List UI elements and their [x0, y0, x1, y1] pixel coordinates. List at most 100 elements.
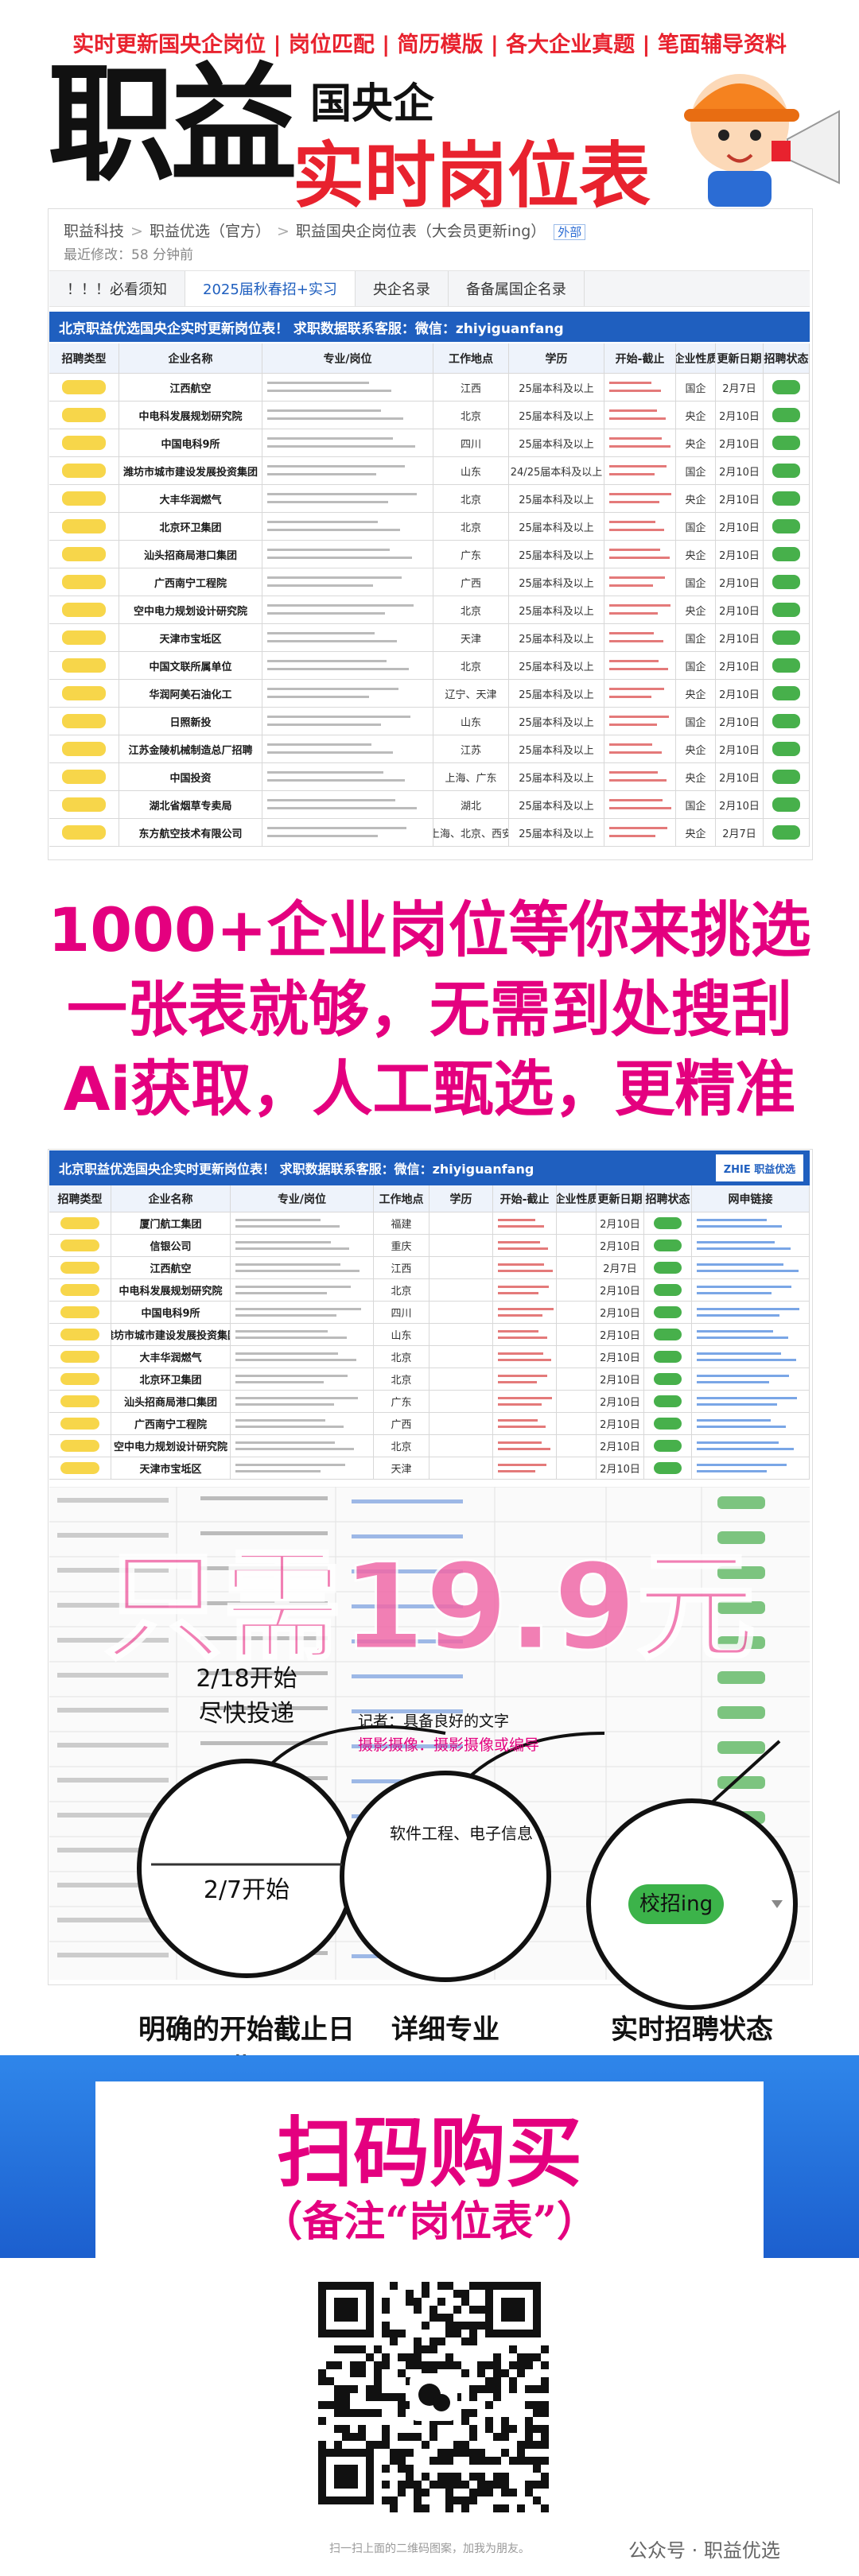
cell [49, 457, 119, 485]
qr-caption: 扫一扫上面的二维码图案，加我为朋友。 [329, 2543, 530, 2555]
cell [764, 568, 810, 596]
blur-shape [445, 2496, 453, 2504]
blur-shape [541, 2345, 549, 2353]
text-line [609, 807, 672, 810]
text-line [498, 1225, 544, 1228]
cell [49, 1235, 111, 1257]
cell [493, 1346, 557, 1368]
blur-shape [382, 2496, 390, 2504]
text-line [609, 576, 666, 579]
blur-shape [461, 2322, 469, 2330]
cell [231, 1302, 374, 1324]
text-line [609, 715, 669, 718]
blur-shape [501, 2504, 509, 2512]
status-pill: 校招ing [639, 1892, 713, 1916]
blur-shape [541, 2377, 549, 2385]
logo: ZHIE 职益优选 [716, 1154, 803, 1181]
text-line [697, 1448, 794, 1451]
cell: 2月10日 [597, 1457, 644, 1480]
status-pill [772, 546, 800, 562]
blur-shape [541, 2441, 549, 2449]
blur-shape [493, 2385, 501, 2393]
status-pill [653, 1418, 682, 1430]
cell: 2月10日 [597, 1346, 644, 1368]
blur-shape [422, 2345, 430, 2353]
blur-shape [517, 2361, 525, 2369]
blur-shape [525, 2353, 533, 2361]
cell: 2月10日 [597, 1391, 644, 1413]
blur-shape [469, 2489, 477, 2496]
cell [49, 568, 119, 596]
blur-shape [398, 2449, 406, 2457]
brand: 职益 [48, 50, 297, 199]
cell: 2月10日 [716, 596, 764, 624]
blur-shape [477, 2369, 485, 2377]
blur-shape [382, 2322, 390, 2330]
text-line [609, 417, 667, 421]
cell: 天津 [433, 624, 509, 652]
text-line [609, 826, 667, 829]
cell [764, 791, 810, 819]
cell [557, 1324, 597, 1346]
cell: 2月10日 [716, 791, 764, 819]
blur-shape [445, 2361, 453, 2369]
text-line [235, 1263, 341, 1266]
tab-bar: ！！！必看须知 2025届秋春招+实习 央企名录 备备属国企名录 [49, 270, 810, 307]
blur-shape [525, 2441, 533, 2449]
type-pill [60, 1351, 99, 1363]
cell: 国企 [676, 624, 716, 652]
tab[interactable]: 央企名录 [356, 271, 449, 306]
cell: 四川 [374, 1302, 430, 1324]
cell [430, 1391, 493, 1413]
text-line [267, 557, 412, 560]
blur-shape [485, 2489, 493, 2496]
blur-shape [469, 2496, 477, 2504]
text-line [609, 724, 657, 727]
cell [262, 791, 433, 819]
cell: 央企 [676, 763, 716, 791]
type-pill [60, 1329, 99, 1340]
blur-shape [342, 2401, 350, 2409]
qr-code[interactable] [314, 2278, 553, 2516]
blur-shape [406, 2298, 414, 2306]
text-line [498, 1314, 543, 1317]
cell: 重庆 [374, 1235, 430, 1257]
status-pill [653, 1306, 682, 1318]
callout-line: 摄影摄像：摄影摄像或编导 [358, 1736, 540, 1754]
cell: 25届本科及以上 [509, 374, 604, 402]
cell: 国企 [676, 513, 716, 541]
cell: 上海、广东 [433, 763, 509, 791]
cell [604, 791, 676, 819]
tab[interactable]: 备备属国企名录 [449, 271, 585, 306]
text-line [267, 520, 379, 523]
cell: 2月10日 [597, 1235, 644, 1257]
price: 只需19.9元 [102, 1538, 756, 1678]
blur-shape [541, 2457, 549, 2465]
cell [644, 1457, 692, 1480]
tab[interactable]: ！！！必看须知 [49, 271, 185, 306]
text-line [609, 631, 655, 634]
type-pill [60, 1306, 99, 1318]
cell [49, 374, 119, 402]
blur-shape [493, 2361, 501, 2369]
cell [692, 1324, 810, 1346]
cell [493, 1279, 557, 1302]
blur-shape [414, 2306, 422, 2314]
status-pill [772, 713, 800, 729]
blur-shape [485, 2417, 493, 2425]
blur-shape [358, 2345, 366, 2353]
text-line [697, 1418, 771, 1422]
blur-shape [342, 2433, 350, 2441]
blur-shape [461, 2481, 469, 2489]
cell [430, 1279, 493, 1302]
tab[interactable]: 2025届秋春招+实习 [185, 271, 356, 306]
cell: 24/25届本科及以上 [509, 457, 604, 485]
text-line [235, 1448, 354, 1451]
text-line [697, 1403, 778, 1406]
slogan: 一张表就够，无需到处搜刮 [67, 974, 792, 1045]
badge: 外部 [554, 224, 586, 240]
blur-shape [200, 1706, 328, 1710]
blur-shape [493, 2457, 501, 2465]
text-line [498, 1359, 552, 1362]
cell [231, 1435, 374, 1457]
